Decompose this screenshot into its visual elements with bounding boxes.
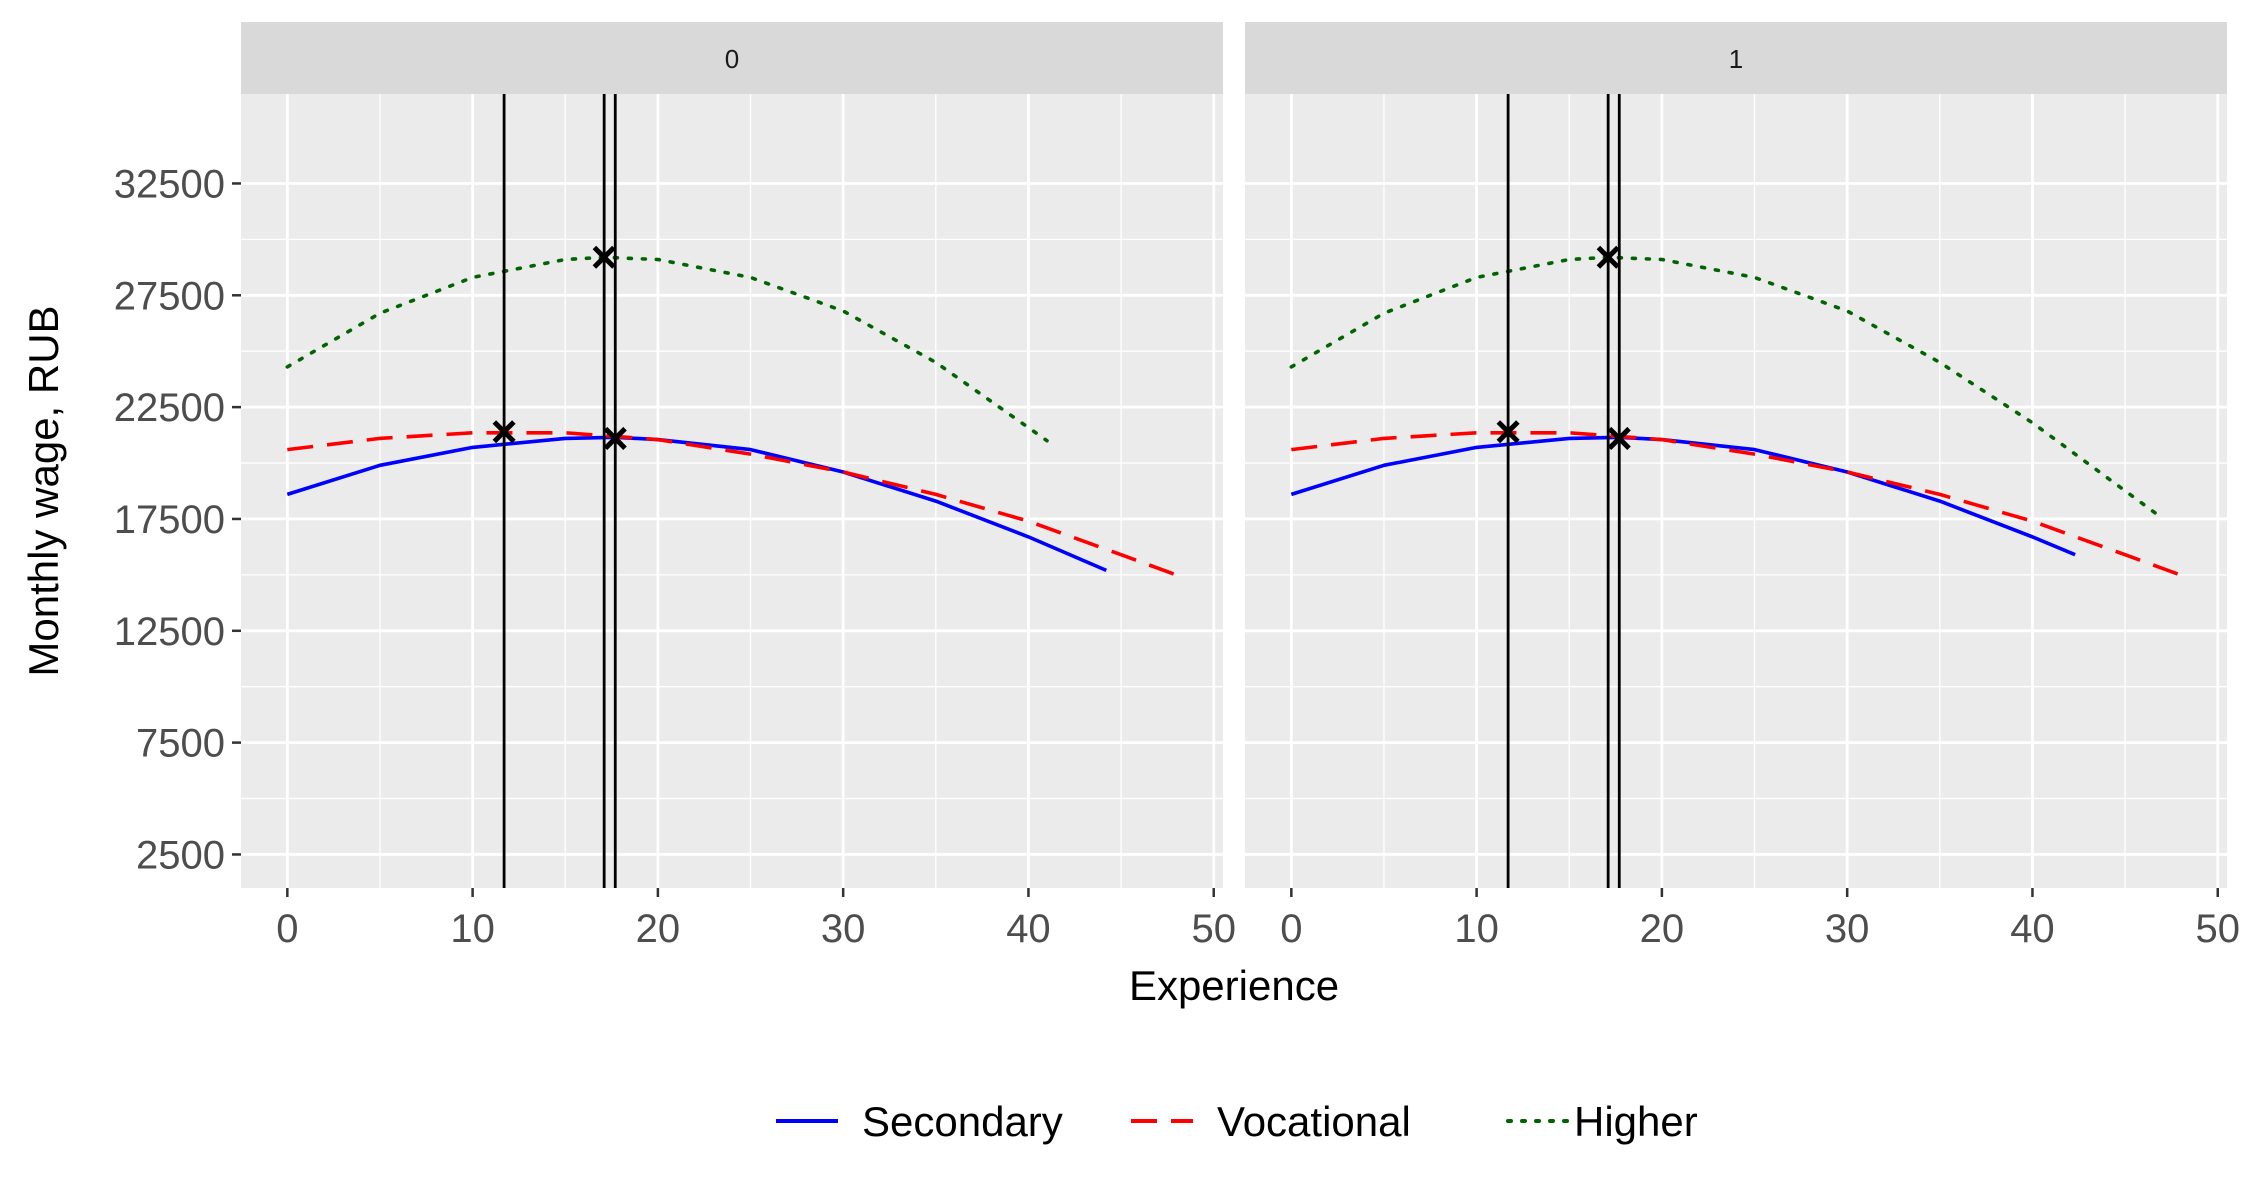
y-tick-label: 7500 [136,722,225,766]
x-tick-label: 10 [1454,907,1499,951]
y-axis-title: Monthly wage, RUB [20,305,67,676]
facet-panel-1: 10 10 20 30 40 50 [1245,22,2240,951]
peak-marker [1607,426,1631,450]
peak-marker [603,426,627,450]
legend: Secondary Vocational Higher [776,1098,1698,1145]
facet-strip [241,22,1223,94]
x-tick-label: 40 [1006,907,1051,951]
x-tick-label: 40 [2010,907,2055,951]
peak-marker-stroke [1607,426,1631,450]
series-line-higher [285,255,1049,443]
facet-strip-label: 1 [1729,44,1743,74]
plot-background [1245,94,2227,888]
x-axis-title: Experience [1129,962,1339,1009]
x-tick-label: 10 [450,907,495,951]
y-tick-label: 32500 [114,162,225,206]
legend-label-higher: Higher [1574,1098,1698,1145]
x-tick-label: 50 [1191,907,1236,951]
y-tick-label: 17500 [114,498,225,542]
legend-label-vocational: Vocational [1217,1098,1411,1145]
x-tick-label: 30 [821,907,866,951]
facet-panel-0: 0 0 10 20 30 40 50 2500 7500 12500 17500 22500 27500… [114,22,1236,951]
x-tick-label: 20 [636,907,681,951]
legend-label-secondary: Secondary [862,1098,1063,1145]
peak-marker-stroke [1596,245,1620,269]
x-tick-label: 30 [1825,907,1870,951]
x-tick-label: 50 [2195,907,2240,951]
x-tick-label: 0 [276,907,298,951]
series-line-higher [1289,255,2163,519]
x-tick-label: 0 [1280,907,1302,951]
plot-background [241,94,1223,888]
peak-marker-stroke [603,426,627,450]
facet-strip-label: 0 [725,44,739,74]
peak-marker [1496,420,1520,444]
series-line-vocational [1291,430,2187,579]
facet-strip [1245,22,2227,94]
peak-marker [592,245,616,269]
series-line-vocational [287,430,1183,579]
peak-marker [492,420,516,444]
y-tick-label: 27500 [114,274,225,318]
peak-marker-stroke [592,245,616,269]
peak-marker-stroke [492,420,516,444]
y-tick-label: 12500 [114,610,225,654]
peak-marker [1596,245,1620,269]
x-tick-label: 20 [1640,907,1685,951]
peak-marker-stroke [1496,420,1520,444]
y-tick-label: 22500 [114,386,225,430]
y-tick-label: 2500 [136,833,225,877]
